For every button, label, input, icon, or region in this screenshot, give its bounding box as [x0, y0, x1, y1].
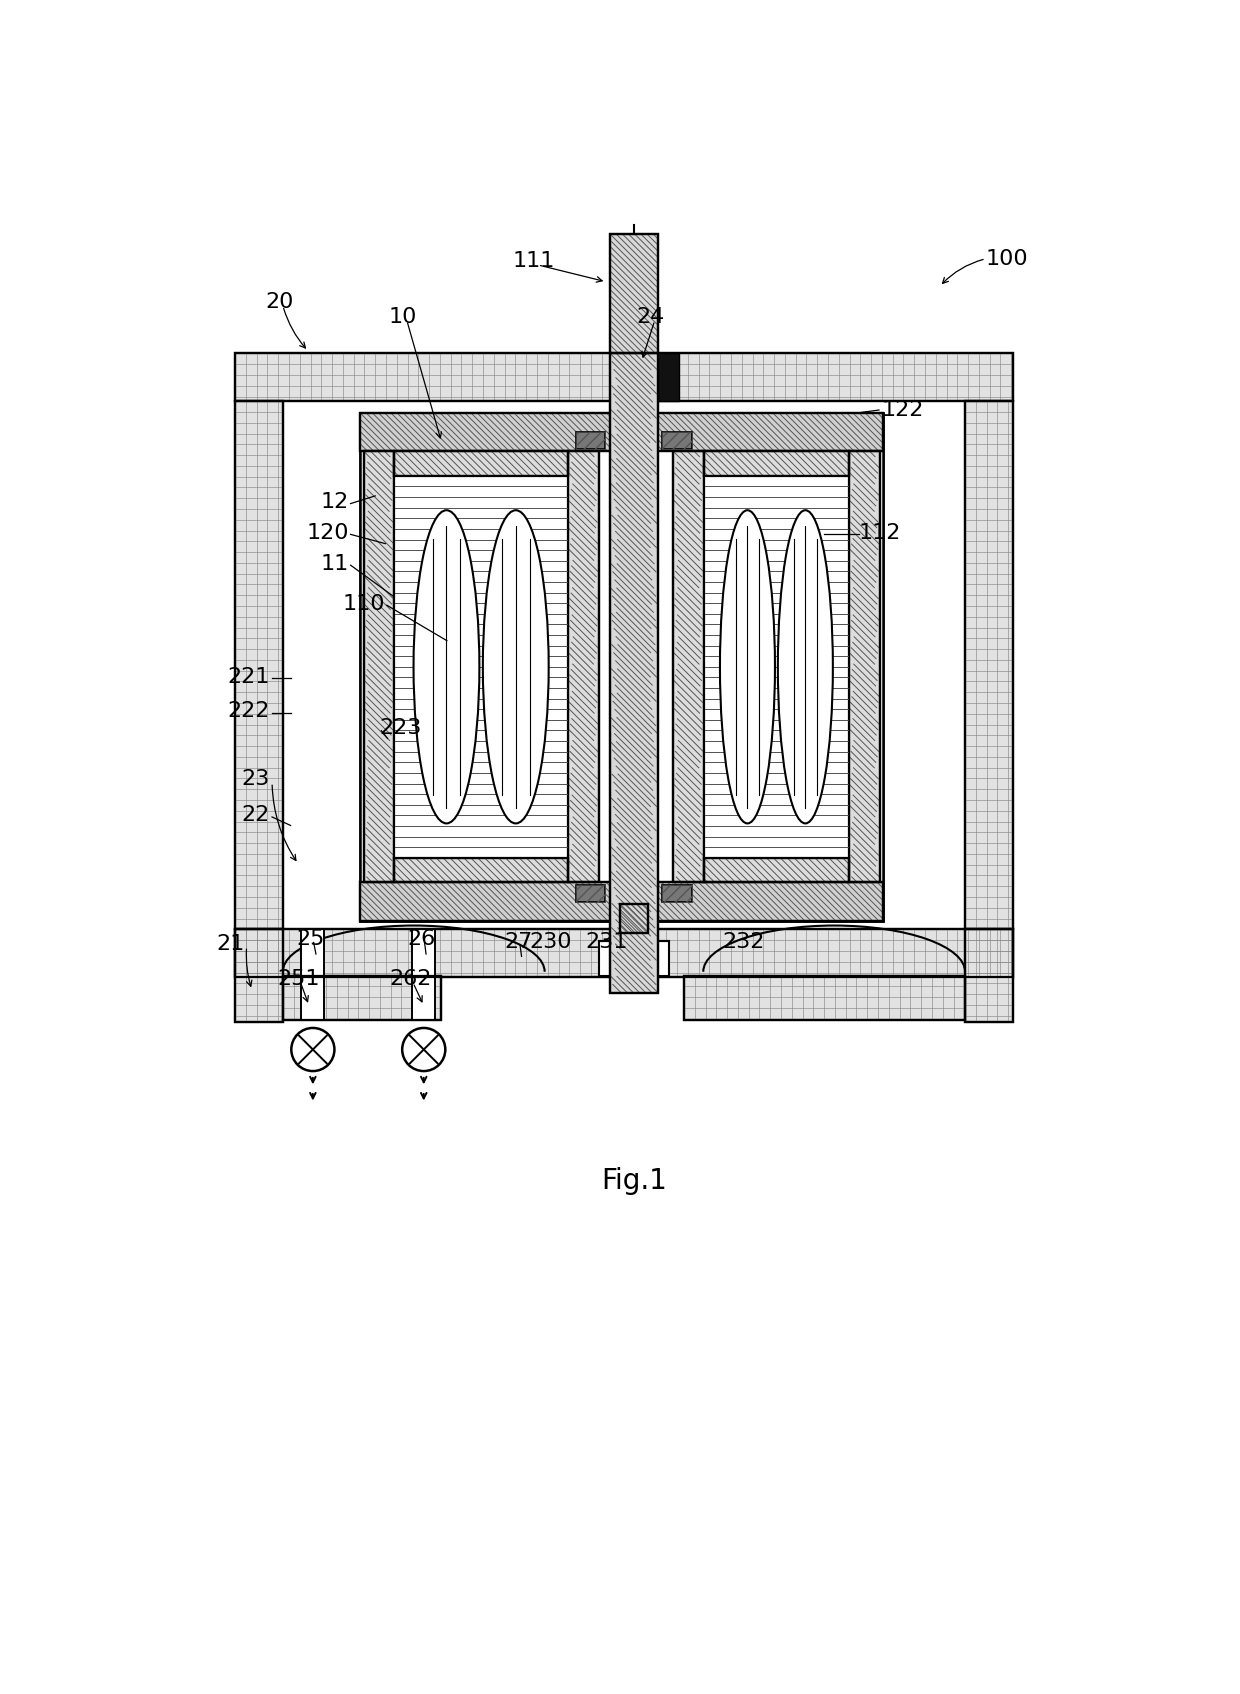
Bar: [360, 413, 883, 451]
Bar: [610, 354, 658, 993]
Bar: [662, 884, 692, 901]
Text: 222: 222: [227, 701, 270, 722]
Bar: [360, 413, 883, 922]
Bar: [610, 354, 658, 993]
Circle shape: [402, 1028, 445, 1071]
Text: 120: 120: [306, 523, 350, 542]
Bar: [610, 234, 658, 354]
Bar: [301, 930, 325, 1020]
Bar: [577, 432, 605, 449]
Bar: [283, 976, 440, 1020]
Bar: [684, 976, 965, 1020]
Bar: [965, 930, 1013, 1021]
Bar: [412, 930, 435, 1020]
Bar: [360, 442, 883, 922]
Bar: [360, 413, 883, 442]
Ellipse shape: [414, 510, 480, 823]
Bar: [577, 884, 605, 901]
Bar: [360, 883, 883, 922]
Bar: [283, 401, 965, 930]
Bar: [849, 451, 879, 883]
Bar: [704, 451, 849, 476]
Text: 232: 232: [722, 932, 765, 952]
Bar: [236, 354, 1013, 401]
Ellipse shape: [720, 510, 775, 823]
Bar: [363, 451, 394, 883]
Bar: [394, 451, 568, 476]
Bar: [849, 451, 879, 883]
Bar: [673, 451, 704, 883]
Bar: [965, 930, 1013, 1021]
Bar: [577, 432, 605, 449]
Bar: [283, 976, 440, 1020]
Text: 251: 251: [277, 969, 320, 989]
Text: 100: 100: [986, 249, 1028, 269]
Ellipse shape: [482, 510, 548, 823]
Bar: [704, 857, 849, 883]
Text: 22: 22: [242, 805, 270, 825]
Bar: [236, 930, 283, 1021]
Bar: [610, 234, 658, 354]
Bar: [236, 401, 283, 930]
Bar: [360, 883, 883, 922]
Bar: [236, 401, 283, 930]
Bar: [599, 940, 668, 976]
Text: 20: 20: [265, 291, 294, 312]
Bar: [704, 451, 849, 476]
Text: 221: 221: [227, 667, 270, 686]
Text: 23: 23: [242, 769, 270, 789]
Bar: [236, 930, 283, 1021]
Bar: [394, 476, 568, 857]
Bar: [394, 857, 568, 883]
Bar: [662, 432, 692, 449]
Bar: [620, 905, 647, 933]
Text: 24: 24: [637, 307, 665, 327]
Text: 10: 10: [389, 307, 417, 327]
Text: 230: 230: [529, 932, 572, 952]
Text: 21: 21: [216, 933, 244, 954]
Bar: [360, 413, 883, 451]
Bar: [704, 857, 849, 883]
Bar: [363, 451, 394, 883]
Circle shape: [291, 1028, 335, 1071]
Text: 122: 122: [882, 400, 924, 420]
Text: 110: 110: [342, 593, 386, 613]
Text: 11: 11: [321, 554, 350, 574]
Text: 26: 26: [407, 928, 435, 949]
Bar: [568, 451, 599, 883]
Bar: [394, 857, 568, 883]
Text: Fig.1: Fig.1: [601, 1167, 667, 1196]
Text: 27: 27: [505, 932, 533, 952]
Text: 25: 25: [296, 928, 325, 949]
Bar: [236, 354, 1013, 401]
Text: 262: 262: [389, 969, 432, 989]
Bar: [394, 451, 568, 476]
Bar: [236, 930, 1013, 977]
Text: 231: 231: [585, 932, 627, 952]
Bar: [965, 401, 1013, 930]
Text: 112: 112: [859, 523, 901, 542]
Bar: [965, 401, 1013, 930]
Bar: [577, 884, 605, 901]
Bar: [658, 354, 680, 401]
Bar: [704, 476, 849, 857]
Bar: [684, 976, 965, 1020]
Bar: [673, 451, 704, 883]
Text: 12: 12: [321, 491, 350, 512]
Text: 111: 111: [512, 251, 556, 271]
Text: 223: 223: [379, 718, 423, 739]
Bar: [662, 884, 692, 901]
Bar: [620, 905, 647, 933]
Bar: [568, 451, 599, 883]
Bar: [236, 930, 1013, 977]
Bar: [662, 432, 692, 449]
Ellipse shape: [777, 510, 833, 823]
